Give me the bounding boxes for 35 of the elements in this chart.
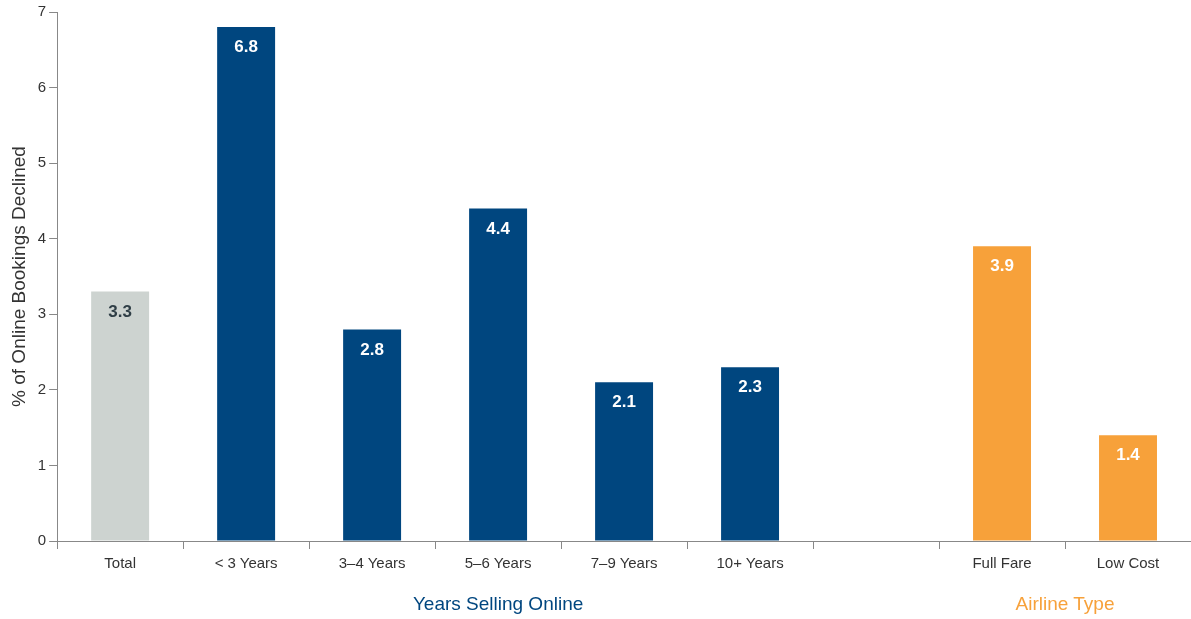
- y-tick-label: 0: [37, 531, 47, 549]
- data-label: 2.1: [612, 392, 636, 412]
- data-label: 3.9: [990, 256, 1014, 276]
- y-axis-title: % of Online Bookings Declined: [7, 146, 29, 407]
- bar: [343, 329, 402, 541]
- x-tick-label: 5–6 Years: [464, 554, 532, 572]
- data-label: 6.8: [234, 37, 258, 57]
- bar: [973, 246, 1031, 541]
- data-label: 4.4: [486, 218, 511, 238]
- bar: [91, 291, 150, 541]
- x-tick-label: Total: [104, 554, 136, 572]
- data-label: 1.4: [1116, 445, 1141, 465]
- x-tick-label: Full Fare: [972, 554, 1032, 572]
- text: Years Selling Online: [412, 593, 584, 615]
- y-tick-label: 2: [37, 380, 47, 397]
- data-label: 3.3: [108, 301, 132, 321]
- y-tick-label: 3: [37, 304, 47, 322]
- bar: [721, 367, 780, 541]
- y-tick-label: 6: [37, 77, 47, 95]
- data-label: 2.8: [360, 339, 384, 359]
- x-tick-label: < 3 Years: [214, 554, 278, 572]
- bar: [469, 208, 528, 541]
- y-tick-label: 1: [37, 455, 47, 473]
- text: Airline Type: [1015, 593, 1115, 615]
- y-tick-label: 4: [37, 228, 47, 246]
- x-tick-label: 7–9 Years: [590, 554, 658, 572]
- bar: [1099, 435, 1157, 541]
- y-tick-label: 5: [37, 153, 47, 171]
- y-tick-label: 7: [37, 2, 47, 20]
- bar: [595, 382, 654, 541]
- x-tick-label: Low Cost: [1096, 554, 1161, 572]
- x-tick-label: 3–4 Years: [338, 554, 406, 572]
- x-tick-label: 10+ Years: [716, 554, 784, 572]
- data-label: 2.3: [738, 377, 762, 397]
- bar: [217, 27, 276, 541]
